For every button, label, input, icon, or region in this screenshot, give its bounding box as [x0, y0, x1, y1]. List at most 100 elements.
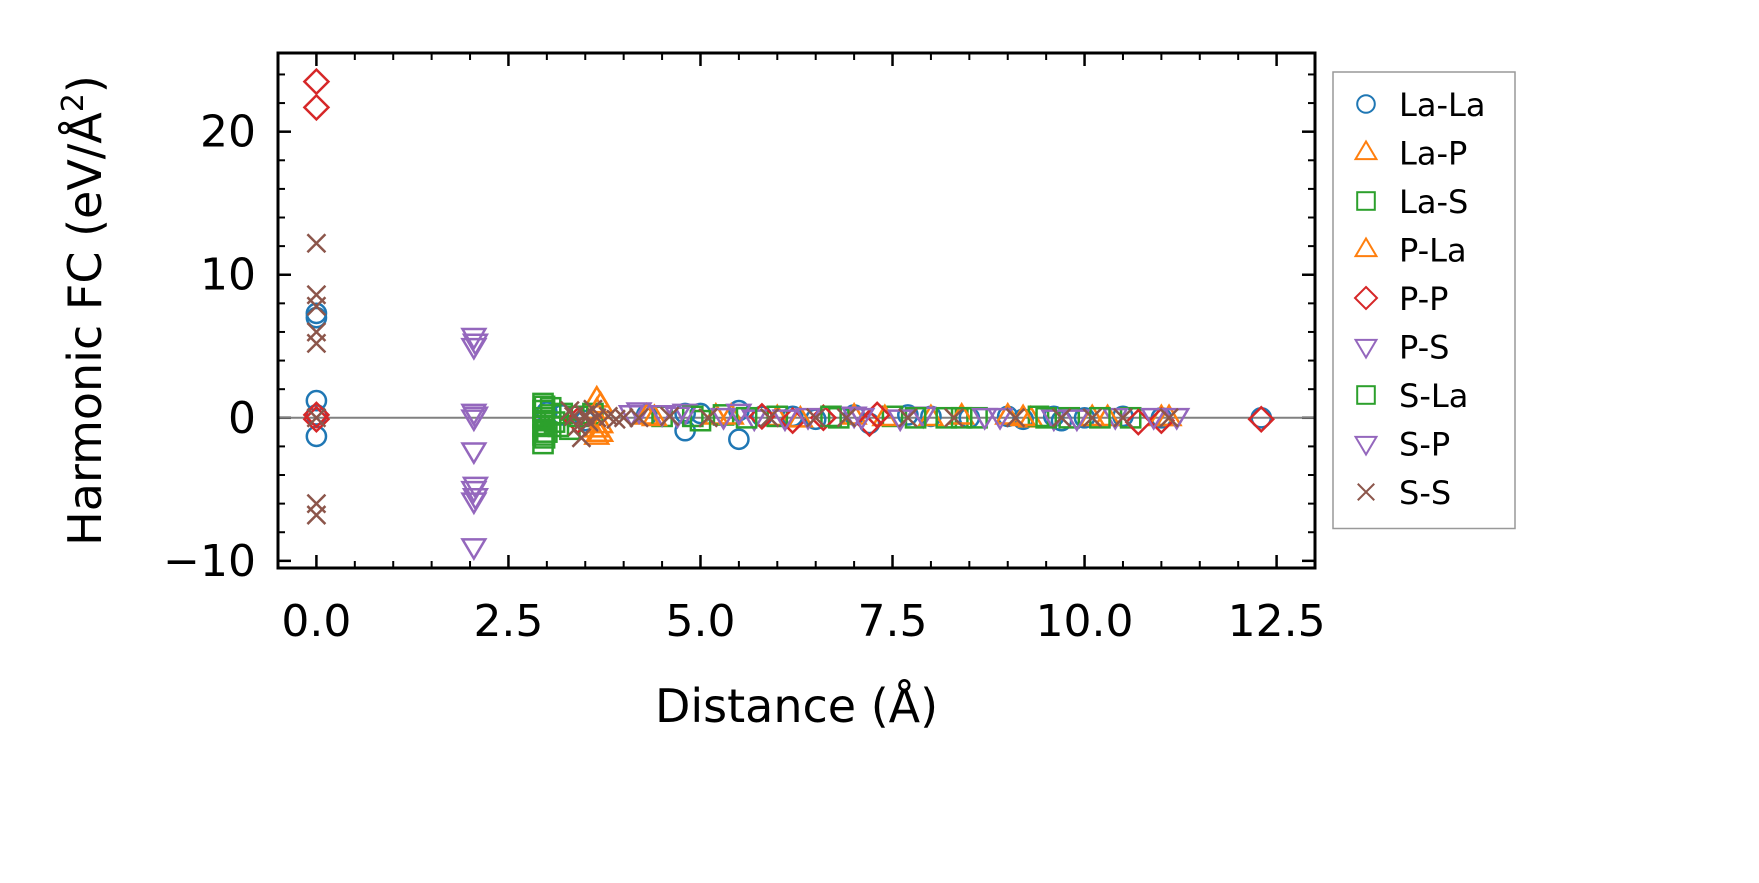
x-tick-label: 0.0	[281, 596, 351, 647]
data-point	[302, 405, 331, 433]
data-point	[461, 333, 490, 357]
legend: La-La La-P La-S P-La P-P P-S S-La S-P S-S	[1332, 71, 1516, 530]
data-point	[725, 403, 753, 427]
legend-marker	[1357, 483, 1375, 501]
axis-tick-labels: 0.0 2.5 5.0 7.5 10.0 12.5 −10 0 10 20	[163, 107, 1325, 647]
data-point	[305, 389, 328, 412]
data-point	[532, 432, 554, 455]
legend-marker	[1353, 139, 1379, 161]
data-point	[1005, 407, 1026, 428]
data-point	[305, 404, 328, 426]
data-point	[460, 442, 488, 466]
data-point	[836, 407, 857, 428]
data-point	[671, 403, 699, 427]
data-point	[302, 67, 331, 96]
data-point	[698, 407, 719, 428]
y-tick-label: 20	[200, 107, 256, 158]
data-point	[306, 333, 327, 354]
legend-entry: P-P	[1353, 280, 1448, 318]
y-tick-label: −10	[163, 536, 256, 587]
data-point	[302, 93, 331, 122]
data-point	[986, 407, 1014, 431]
data-point	[771, 409, 799, 433]
data-point	[735, 406, 758, 429]
legend-box	[1332, 71, 1516, 530]
data-point	[1094, 403, 1122, 427]
data-point	[1140, 407, 1168, 431]
legend-entry: P-S	[1353, 329, 1449, 367]
data-point	[1035, 406, 1057, 429]
data-point	[306, 233, 327, 254]
legend-label: S-S	[1399, 474, 1451, 512]
data-point	[460, 409, 488, 433]
data-point	[971, 407, 999, 431]
legend-marker	[1353, 285, 1379, 311]
legend-label: La-La	[1399, 86, 1485, 124]
series-s-p	[461, 333, 1168, 511]
data-point	[606, 409, 626, 430]
data-point	[587, 419, 615, 442]
y-tick-label: 10	[200, 250, 256, 301]
data-point	[533, 409, 556, 432]
legend-label: P-P	[1399, 280, 1448, 318]
data-point	[848, 407, 876, 431]
data-point	[1113, 407, 1133, 428]
legend-entry: La-La	[1356, 86, 1485, 124]
data-point	[748, 402, 776, 431]
data-point	[583, 421, 611, 445]
legend-marker	[1356, 385, 1376, 405]
axis-ticks	[277, 53, 1316, 568]
x-axis-title: Distance (Å)	[655, 679, 938, 733]
y-axis-title-end: )	[58, 75, 112, 93]
data-point	[709, 407, 738, 431]
x-tick-label: 5.0	[665, 596, 735, 647]
data-point	[944, 407, 964, 428]
y-axis-title-superscript: 2	[56, 93, 91, 112]
data-point	[994, 401, 1022, 425]
legend-marker	[1356, 191, 1376, 211]
data-point	[560, 400, 580, 421]
legend-label: P-La	[1399, 232, 1467, 270]
legend-label: La-S	[1399, 183, 1468, 221]
data-point	[935, 406, 958, 429]
y-tick-label: 0	[228, 393, 256, 444]
series-p-s	[460, 327, 1191, 561]
data-point	[539, 404, 562, 426]
data-point	[306, 505, 327, 525]
data-point	[567, 416, 588, 437]
plot-frame	[276, 51, 1317, 570]
data-point	[759, 407, 780, 428]
data-point	[897, 407, 918, 428]
data-point	[728, 428, 750, 451]
legend-label: S-La	[1399, 377, 1468, 415]
x-tick-label: 2.5	[473, 596, 543, 647]
data-point	[948, 401, 976, 425]
legend-label: S-P	[1399, 426, 1450, 464]
y-axis-title-main: Harmonic FC (eV/Å	[58, 112, 112, 546]
legend-entry: S-La	[1356, 377, 1468, 415]
data-point	[1247, 405, 1275, 433]
data-point	[533, 426, 556, 449]
data-point	[640, 403, 668, 427]
legend-entry: La-S	[1356, 183, 1468, 221]
data-point	[1073, 406, 1096, 429]
data-point	[1089, 406, 1111, 429]
data-point	[863, 401, 891, 429]
data-point	[306, 296, 327, 317]
data-point	[461, 488, 490, 511]
data-point	[1063, 409, 1091, 433]
legend-entry: S-S	[1357, 474, 1451, 512]
legend-entry: S-P	[1353, 426, 1450, 464]
data-point	[950, 406, 973, 429]
x-tick-label: 12.5	[1228, 596, 1326, 647]
y-axis-title: Harmonic FC (eV/Å2)	[56, 75, 112, 546]
data-point	[306, 407, 327, 428]
legend-marker	[1353, 435, 1379, 457]
data-point	[460, 538, 488, 561]
data-point	[659, 406, 680, 427]
data-point	[1082, 407, 1103, 428]
data-point	[1159, 407, 1179, 428]
x-tick-label: 10.0	[1036, 596, 1134, 647]
data-point	[305, 306, 328, 329]
legend-marker	[1353, 338, 1379, 360]
